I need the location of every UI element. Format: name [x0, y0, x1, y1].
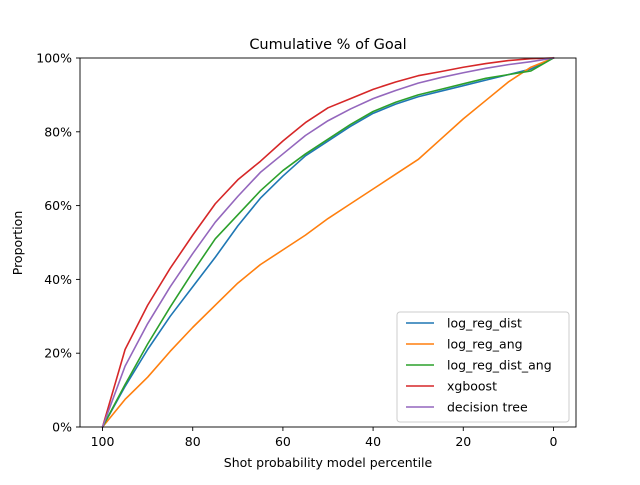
- series-line-3: [101, 57, 555, 428]
- plot-area: 100 80 60 40 20 0 0% 20% 40% 60% 80% 100%: [36, 51, 577, 449]
- y-tick-label-3: 60%: [44, 198, 72, 213]
- y-tick-label-0: 0%: [52, 420, 72, 435]
- x-tick-label-3: 40: [365, 434, 381, 449]
- chart-title: Cumulative % of Goal: [249, 37, 406, 53]
- series-line-2: [101, 56, 555, 429]
- series-line-4: [101, 57, 555, 429]
- y-axis-label: Proportion: [10, 211, 25, 276]
- axes-frame: [79, 57, 577, 428]
- legend-label-4: decision tree: [447, 400, 528, 415]
- y-tick-label-2: 40%: [44, 272, 72, 287]
- x-tick-label-0: 100: [91, 434, 115, 449]
- legend: log_reg_dist log_reg_ang log_reg_dist_angx…: [396, 311, 570, 423]
- legend-label-2: log_reg_dist_ang: [447, 358, 552, 373]
- y-tick-label-1: 20%: [44, 346, 72, 361]
- x-tick-label-5: 0: [549, 434, 557, 449]
- y-tick-label-5: 100%: [36, 51, 72, 66]
- x-axis-label: Shot probability model percentile: [224, 455, 433, 470]
- legend-box: [396, 311, 570, 423]
- legend-label-0: log_reg_dist: [447, 316, 522, 331]
- series-line-1: [101, 56, 555, 429]
- legend-label-1: log_reg_ang: [447, 337, 523, 352]
- x-tick-label-4: 20: [455, 434, 471, 449]
- legend-label-3: xgboost: [447, 379, 497, 394]
- x-tick-label-2: 60: [275, 434, 291, 449]
- series-line-0: [101, 56, 555, 429]
- x-tick-label-1: 80: [185, 434, 201, 449]
- y-tick-label-4: 80%: [44, 124, 72, 139]
